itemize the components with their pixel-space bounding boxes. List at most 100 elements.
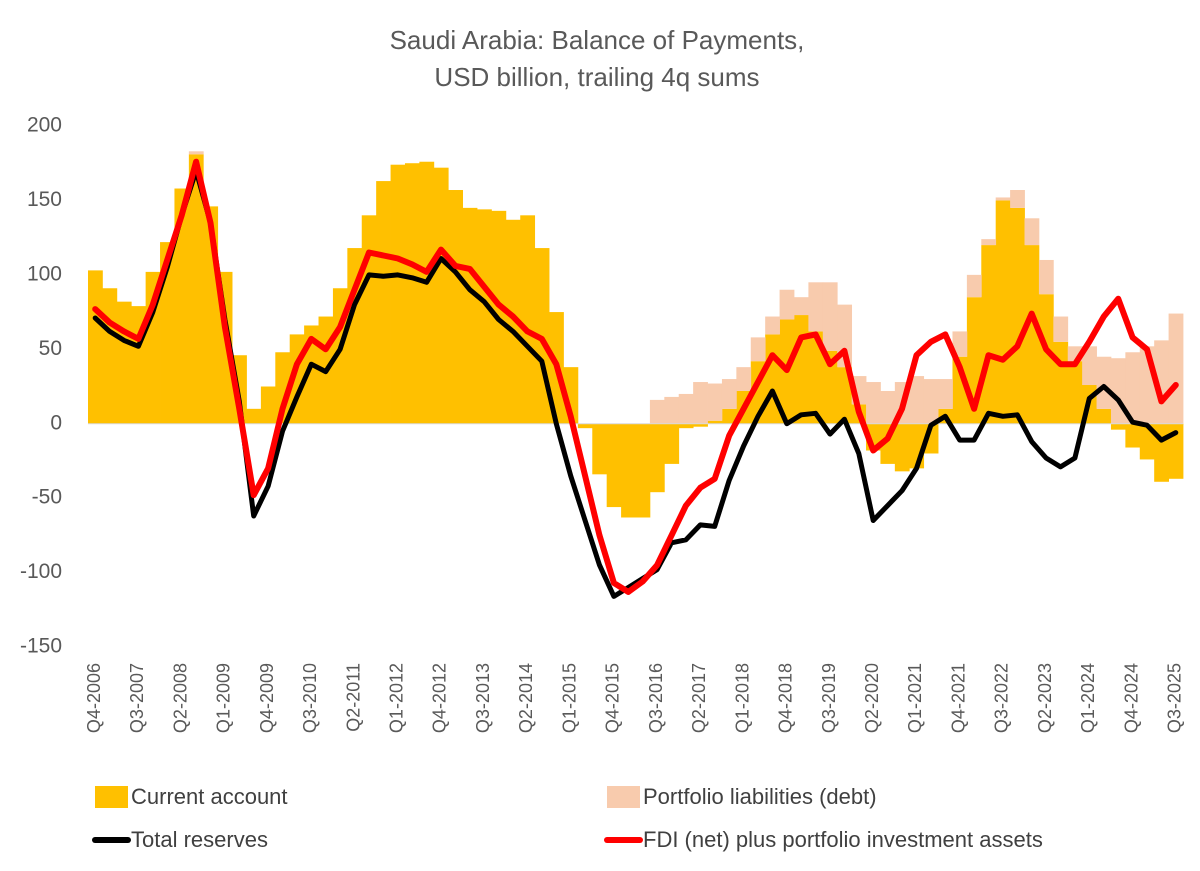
bar (102, 288, 118, 424)
x-tick-label: Q3-2007 (127, 663, 147, 733)
x-tick-label: Q1-2009 (214, 663, 234, 733)
y-tick-label: -150 (20, 635, 62, 658)
bar (1154, 340, 1169, 424)
bar (390, 164, 406, 424)
bar (1096, 408, 1112, 424)
bar (938, 379, 953, 409)
x-tick-label: Q1-2021 (905, 663, 925, 733)
bar (1024, 218, 1040, 246)
bar (678, 393, 694, 424)
x-tick-label: Q3-2025 (1165, 663, 1185, 733)
bar (1125, 423, 1141, 448)
bar (174, 188, 190, 424)
bar (981, 245, 997, 424)
x-tick-label: Q2-2014 (516, 663, 536, 733)
bar (462, 207, 478, 424)
bar (995, 197, 1011, 201)
bar (909, 376, 925, 424)
bar (664, 423, 680, 464)
bar (477, 209, 492, 424)
x-tick-label: Q4-2006 (84, 663, 104, 733)
y-tick-label: 0 (50, 411, 62, 434)
x-tick-label: Q4-2018 (776, 663, 796, 733)
legend-label: FDI (net) plus portfolio investment asse… (643, 827, 1043, 852)
bar (88, 270, 103, 424)
x-tick-label: Q2-2020 (862, 663, 882, 733)
bar (894, 423, 910, 472)
bar (808, 331, 824, 424)
bar (765, 334, 780, 424)
bar (606, 423, 622, 508)
bar (765, 316, 780, 335)
x-tick-label: Q4-2015 (603, 663, 623, 733)
bar (721, 408, 737, 424)
bar (1082, 346, 1097, 386)
bar (160, 242, 175, 424)
bar (808, 282, 824, 332)
legend-swatch (95, 786, 128, 808)
bar (404, 163, 420, 424)
bar (736, 367, 752, 391)
bar (664, 396, 680, 424)
x-tick-label: Q3-2010 (300, 663, 320, 733)
y-tick-label: 150 (27, 188, 62, 211)
x-tick-label: Q2-2023 (1035, 663, 1055, 733)
bar (592, 423, 608, 475)
legend-swatch (607, 786, 640, 808)
bar (260, 386, 276, 424)
legend-label: Portfolio liabilities (debt) (643, 784, 877, 809)
bar (822, 282, 838, 351)
bar (246, 408, 262, 424)
bar (505, 219, 521, 424)
x-tick-label: Q1-2024 (1078, 663, 1098, 733)
bar (1053, 316, 1069, 342)
bar (448, 190, 464, 424)
bar (621, 423, 636, 518)
x-tick-label: Q4-2009 (257, 663, 277, 733)
bar (952, 331, 968, 357)
bar (419, 161, 435, 424)
x-tick-label: Q4-2021 (948, 663, 968, 733)
x-tick-label: Q1-2015 (559, 663, 579, 733)
y-tick-label: -100 (20, 560, 62, 583)
bar (707, 420, 723, 424)
line (92, 158, 1179, 595)
bar (361, 215, 377, 424)
bar (793, 315, 809, 424)
x-tick-label: Q1-2012 (387, 663, 407, 733)
bar (1110, 423, 1126, 430)
legend-label: Current account (131, 784, 288, 809)
bar (693, 382, 708, 424)
bar (433, 167, 449, 424)
legend-label: Total reserves (131, 827, 268, 852)
x-tick-label: Q2-2017 (689, 663, 709, 733)
bar (837, 367, 853, 424)
bar (1168, 313, 1184, 424)
bar (693, 423, 708, 427)
bar (1053, 341, 1069, 424)
bar (649, 399, 665, 424)
x-tick-label: Q3-2019 (819, 663, 839, 733)
bar (1010, 207, 1025, 424)
x-tick-label: Q4-2012 (430, 663, 450, 733)
y-tick-label: 50 (39, 337, 62, 360)
bar (649, 423, 665, 493)
chart-title: Saudi Arabia: Balance of Payments, (390, 25, 805, 55)
bar (1096, 356, 1112, 409)
bar (376, 181, 391, 424)
bar (520, 215, 536, 424)
x-tick-label: Q3-2013 (473, 663, 493, 733)
bar (822, 350, 838, 424)
bar (1038, 294, 1054, 424)
y-tick-label: -50 (32, 486, 62, 509)
bar (116, 301, 132, 424)
bar (1125, 352, 1141, 424)
x-tick-label: Q3-2016 (646, 663, 666, 733)
bar (995, 200, 1011, 424)
bar (923, 379, 939, 424)
x-tick-label: Q2-2011 (343, 663, 363, 732)
chart-title: USD billion, trailing 4q sums (434, 62, 759, 92)
y-tick-label: 100 (27, 262, 62, 285)
bar (779, 289, 795, 320)
